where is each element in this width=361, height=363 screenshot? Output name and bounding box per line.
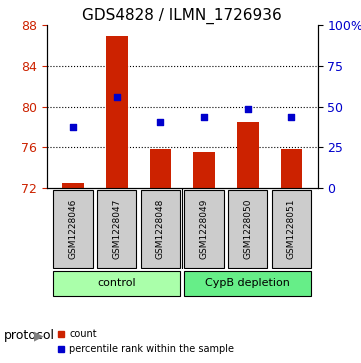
Point xyxy=(114,94,120,99)
Bar xyxy=(106,36,128,188)
Point xyxy=(158,119,164,125)
FancyBboxPatch shape xyxy=(184,189,224,268)
Bar xyxy=(193,152,215,188)
Text: control: control xyxy=(97,278,136,289)
Text: GSM1228048: GSM1228048 xyxy=(156,199,165,259)
Bar xyxy=(280,149,303,188)
Text: ▶: ▶ xyxy=(34,329,44,342)
Point xyxy=(70,124,76,130)
FancyBboxPatch shape xyxy=(53,189,93,268)
Legend: count, percentile rank within the sample: count, percentile rank within the sample xyxy=(52,326,238,358)
Point xyxy=(201,114,207,120)
FancyBboxPatch shape xyxy=(184,271,311,296)
Bar xyxy=(62,183,84,188)
Text: protocol: protocol xyxy=(4,329,55,342)
Title: GDS4828 / ILMN_1726936: GDS4828 / ILMN_1726936 xyxy=(82,8,282,24)
Point xyxy=(245,106,251,111)
FancyBboxPatch shape xyxy=(53,271,180,296)
Text: GSM1228047: GSM1228047 xyxy=(112,199,121,259)
Point xyxy=(288,114,294,120)
Text: GSM1228050: GSM1228050 xyxy=(243,198,252,259)
Text: CypB depletion: CypB depletion xyxy=(205,278,290,289)
FancyBboxPatch shape xyxy=(97,189,136,268)
FancyBboxPatch shape xyxy=(141,189,180,268)
Bar xyxy=(149,149,171,188)
FancyBboxPatch shape xyxy=(228,189,268,268)
FancyBboxPatch shape xyxy=(272,189,311,268)
Text: GSM1228051: GSM1228051 xyxy=(287,198,296,259)
Text: GSM1228049: GSM1228049 xyxy=(200,199,209,259)
Bar xyxy=(237,122,259,188)
Text: GSM1228046: GSM1228046 xyxy=(69,199,78,259)
